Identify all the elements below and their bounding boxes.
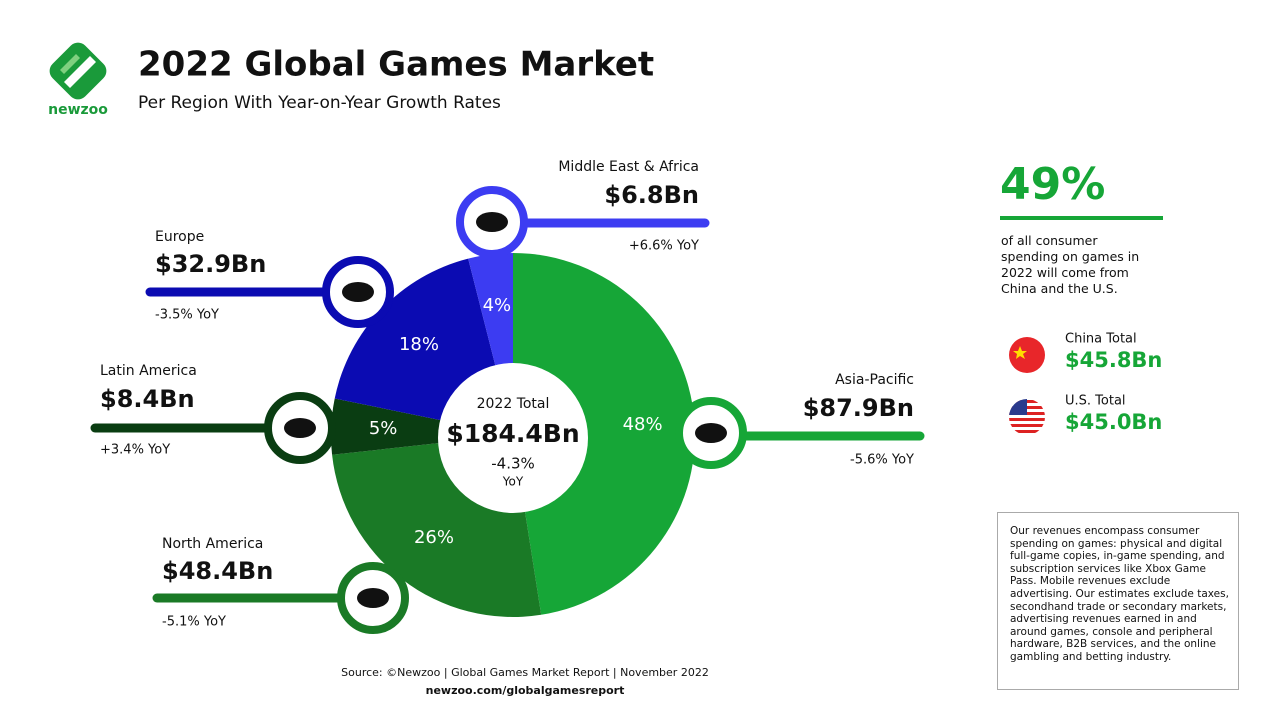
region-icon (342, 282, 374, 302)
region-icon (284, 418, 316, 438)
region-revenue: $8.4Bn (100, 385, 195, 413)
note: Our revenues encompass consumer spending… (997, 512, 1239, 690)
region-yoy: -5.6% YoY (850, 453, 914, 468)
region-revenue: $48.4Bn (162, 557, 273, 585)
region-revenue: $87.9Bn (803, 394, 914, 422)
slice-label: 4% (483, 295, 512, 316)
region-name: Latin America (100, 363, 197, 379)
country-name: U.S. Total (1065, 394, 1126, 409)
region-name: North America (162, 536, 263, 552)
region-icon (476, 212, 508, 232)
country-name: China Total (1065, 332, 1137, 347)
region-yoy: -3.5% YoY (155, 308, 219, 323)
center-label: 2022 Total (477, 396, 550, 412)
slice-label: 5% (369, 418, 398, 439)
region-revenue: $6.8Bn (604, 181, 699, 209)
slice-label: 18% (399, 334, 439, 355)
country-value: $45.0Bn (1065, 410, 1162, 434)
region-icon (357, 588, 389, 608)
center-change-label: YoY (502, 475, 524, 489)
highlight-text: of all consumer spending on games in 202… (1001, 233, 1140, 296)
center-value: $184.4Bn (446, 419, 579, 448)
url: newzoo.com/globalgamesreport (426, 684, 625, 697)
subtitle: Per Region With Year-on-Year Growth Rate… (138, 93, 501, 113)
logo-mark (49, 42, 107, 100)
source: Source: ©Newzoo | Global Games Market Re… (341, 666, 709, 679)
region-yoy: -5.1% YoY (162, 615, 226, 630)
region-name: Asia-Pacific (835, 372, 914, 388)
region-name: Europe (155, 229, 204, 245)
center-change: -4.3% (491, 455, 535, 473)
region-yoy: +6.6% YoY (629, 239, 699, 254)
region-icon (695, 423, 727, 443)
title: 2022 Global Games Market (138, 45, 654, 85)
logo-text: newzoo (48, 102, 108, 118)
center-hole (438, 363, 588, 513)
pie-slice (331, 398, 513, 455)
us-flag (1009, 399, 1045, 435)
region-name: Middle East & Africa (558, 159, 699, 175)
country-value: $45.8Bn (1065, 348, 1162, 372)
region-revenue: $32.9Bn (155, 250, 266, 278)
slice-label: 26% (414, 527, 454, 548)
pie-slice (513, 253, 696, 615)
highlight-value: 49% (1000, 159, 1105, 210)
region-yoy: +3.4% YoY (100, 443, 170, 458)
slice-label: 48% (623, 414, 663, 435)
china-flag (1009, 337, 1045, 373)
